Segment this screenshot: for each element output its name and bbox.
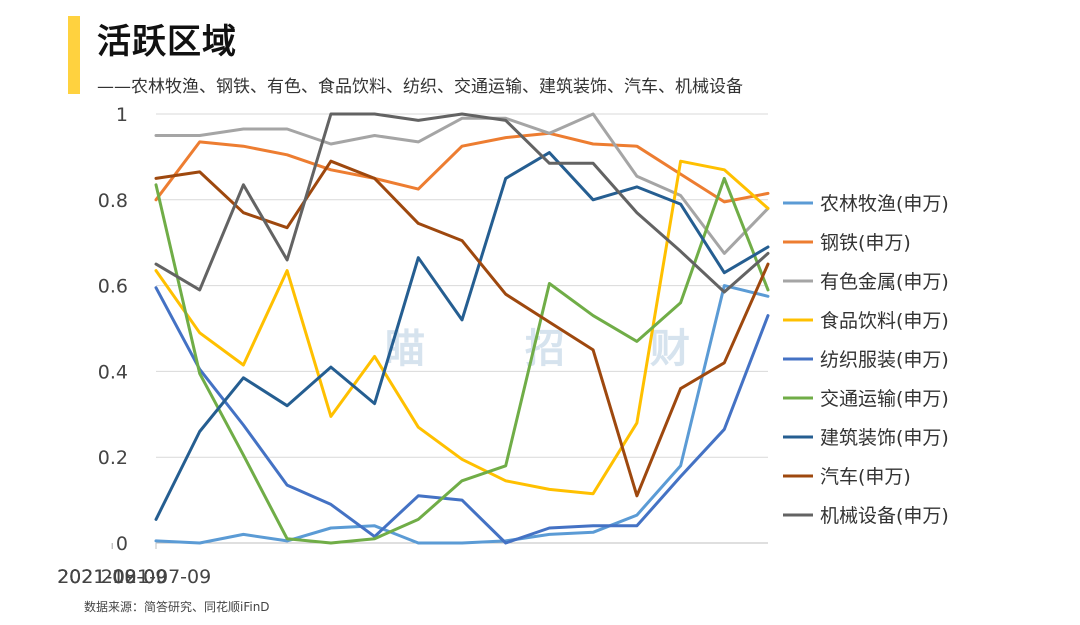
legend-label: 农林牧渔(申万) bbox=[820, 193, 949, 215]
data-source: 数据来源：简答研究、同花顺iFinD bbox=[84, 600, 270, 614]
series-line bbox=[154, 159, 770, 498]
y-tick-label: 0.2 bbox=[98, 447, 128, 469]
watermark-char: 招 bbox=[525, 326, 565, 372]
x-tick-label: 2021-08-09 bbox=[57, 566, 167, 588]
legend-label: 建筑装饰(申万) bbox=[820, 427, 949, 449]
legend-label: 机械设备(申万) bbox=[820, 505, 949, 527]
legend-label: 汽车(申万) bbox=[820, 466, 911, 488]
series-line bbox=[154, 159, 770, 496]
x-tick-label: 2021-10-09 bbox=[57, 566, 167, 588]
series-line bbox=[154, 284, 770, 545]
y-tick-label: 0 bbox=[116, 533, 128, 555]
legend-label: 有色金属(申万) bbox=[820, 271, 949, 293]
x-tick-label: 2021-07-09 bbox=[101, 566, 211, 588]
y-tick-label: 0.6 bbox=[98, 276, 128, 298]
chart-legend: 农林牧渔(申万) 钢铁(申万) 有色金属(申万) 食品饮料(申万) 纺织服装(申万) 交通… bbox=[783, 193, 949, 527]
series-line bbox=[154, 151, 770, 521]
y-tick-label: 0.8 bbox=[98, 190, 128, 212]
series-line bbox=[154, 112, 770, 294]
page-subtitle: ——农林牧渔、钢铁、有色、食品饮料、纺织、交通运输、建筑装饰、汽车、机械设备 bbox=[97, 77, 743, 97]
y-axis-ticks: 0 0.2 0.4 0.6 0.8 1 bbox=[98, 104, 128, 555]
legend-label: 食品饮料(申万) bbox=[820, 310, 949, 332]
y-tick-label: 1 bbox=[116, 104, 128, 126]
series-line bbox=[154, 286, 770, 545]
legend-label: 钢铁(申万) bbox=[820, 232, 911, 254]
legend-label: 交通运输(申万) bbox=[820, 388, 949, 410]
series-line bbox=[154, 112, 770, 255]
watermark: 瞄招财 bbox=[385, 326, 690, 372]
chart-grid bbox=[156, 113, 768, 458]
page-title: 活跃区域 bbox=[97, 22, 237, 62]
title-accent-bar bbox=[68, 16, 80, 94]
watermark-char: 财 bbox=[650, 326, 690, 372]
y-tick-label: 0.4 bbox=[98, 361, 128, 383]
series-line bbox=[154, 176, 770, 545]
series-line bbox=[154, 131, 770, 204]
x-tick-label: 2021-09-09 bbox=[57, 566, 167, 588]
legend-label: 纺织服装(申万) bbox=[820, 349, 949, 371]
series-lines bbox=[154, 112, 770, 545]
